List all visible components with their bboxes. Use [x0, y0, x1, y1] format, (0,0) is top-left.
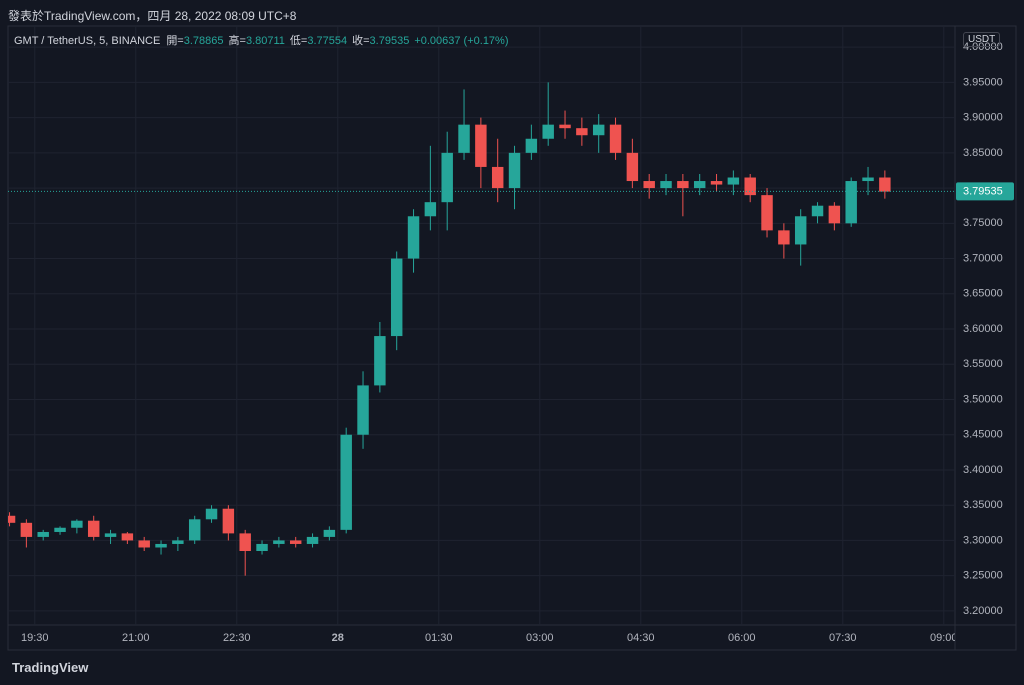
candle-body — [576, 128, 588, 136]
ohlc-label: 開= — [166, 35, 184, 47]
candle-body — [879, 177, 891, 192]
ohlc-label: 高= — [228, 35, 246, 47]
y-tick-label: 3.55000 — [963, 358, 1003, 370]
candle-body — [306, 536, 319, 544]
candle-body — [407, 216, 420, 259]
candle-body — [660, 181, 672, 189]
candle-body — [693, 181, 706, 189]
y-tick-label: 3.40000 — [963, 464, 1003, 476]
candle-body — [458, 124, 470, 153]
candle-body — [592, 124, 605, 136]
candle-body — [862, 177, 874, 182]
candle-body — [441, 152, 453, 203]
x-tick-label: 09:00 — [930, 632, 958, 644]
candle-body — [828, 205, 841, 224]
x-tick-label: 06:00 — [728, 632, 756, 644]
candle-body — [609, 124, 622, 153]
ohlc-value: 3.79535 — [369, 35, 410, 47]
x-tick-label: 19:30 — [21, 632, 49, 644]
ohlc-value: 3.77554 — [307, 35, 348, 47]
y-tick-label: 3.50000 — [963, 393, 1003, 405]
candle-body — [20, 522, 33, 537]
candle-body — [155, 543, 167, 548]
y-tick-label: 3.70000 — [963, 252, 1003, 264]
y-tick-label: 4.00000 — [963, 41, 1003, 53]
candle-body — [761, 195, 773, 231]
candle-body — [172, 540, 184, 544]
candle-body — [54, 527, 66, 532]
change: +0.00637 (+0.17%) — [414, 35, 509, 47]
x-tick-label: 01:30 — [425, 632, 453, 644]
candle-body — [138, 540, 150, 548]
candle-body — [727, 177, 740, 185]
x-tick-label: 04:30 — [627, 632, 655, 644]
ohlc-value: 3.80711 — [245, 35, 285, 47]
candle-body — [273, 540, 285, 544]
candle-body — [188, 519, 201, 541]
ohlc-value: 3.78865 — [183, 35, 224, 47]
candle-body — [559, 124, 571, 129]
published-note: 發表於TradingView.com，四月 28, 2022 08:09 UTC… — [8, 9, 297, 23]
candle-body — [121, 533, 134, 541]
y-tick-label: 3.20000 — [963, 605, 1003, 617]
candle-body — [37, 531, 49, 537]
candle-body — [239, 533, 251, 552]
chart-pane — [7, 25, 1017, 651]
ohlc-label: 收= — [352, 35, 370, 47]
candle-body — [357, 385, 369, 435]
candle-body — [424, 202, 437, 217]
y-tick-label: 3.75000 — [963, 217, 1003, 229]
ohlc-label: 低= — [289, 35, 308, 47]
candle-body — [677, 181, 689, 189]
candle-body — [626, 152, 639, 182]
last-price-box — [956, 182, 1014, 201]
candle-body — [525, 138, 538, 153]
candle-body — [475, 124, 487, 167]
x-tick-label: 21:00 — [122, 632, 150, 644]
y-tick-label: 3.90000 — [963, 112, 1003, 124]
y-tick-label: 3.35000 — [963, 499, 1003, 511]
candle-body — [778, 230, 790, 245]
candle-body — [811, 205, 824, 217]
y-tick-label: 3.30000 — [963, 534, 1003, 546]
legend: GMT / TetherUS, 5, BINANCE 開=3.78865 高=3.8… — [14, 32, 514, 48]
candle-body — [71, 520, 83, 528]
candle-body — [845, 181, 857, 224]
candle-body — [508, 152, 521, 189]
candle-body — [289, 540, 302, 544]
candle-body — [8, 515, 16, 523]
x-tick-label: 28 — [332, 632, 344, 644]
candle-body — [205, 508, 218, 520]
candle-body — [491, 166, 504, 189]
y-tick-label: 3.25000 — [963, 570, 1003, 582]
candle-body — [390, 258, 403, 337]
symbol: GMT / TetherUS, 5, BINANCE — [14, 35, 161, 47]
y-tick-label: 3.65000 — [963, 288, 1003, 300]
candle-body — [87, 520, 100, 537]
candle-body — [744, 177, 756, 196]
candle-body — [643, 181, 655, 189]
currency-label[interactable]: USDT — [963, 32, 1001, 47]
y-tick-label: 3.45000 — [963, 429, 1003, 441]
candle-body — [222, 508, 235, 534]
candle-body — [710, 181, 723, 185]
logo[interactable]: TradingView — [12, 660, 89, 675]
candle-body — [374, 336, 386, 386]
candle-body — [104, 533, 117, 537]
candle-body — [340, 434, 352, 530]
x-tick-label: 03:00 — [526, 632, 554, 644]
candle-body — [256, 543, 268, 552]
candle-body — [542, 124, 554, 139]
x-tick-label: 07:30 — [829, 632, 857, 644]
x-tick-label: 22:30 — [223, 632, 251, 644]
candle-body — [323, 529, 336, 537]
y-tick-label: 3.60000 — [963, 323, 1003, 335]
y-tick-label: 3.85000 — [963, 147, 1003, 159]
y-tick-label: 3.95000 — [963, 76, 1003, 88]
candle-body — [794, 216, 807, 245]
last-price-label: 3.79535 — [963, 185, 1003, 197]
